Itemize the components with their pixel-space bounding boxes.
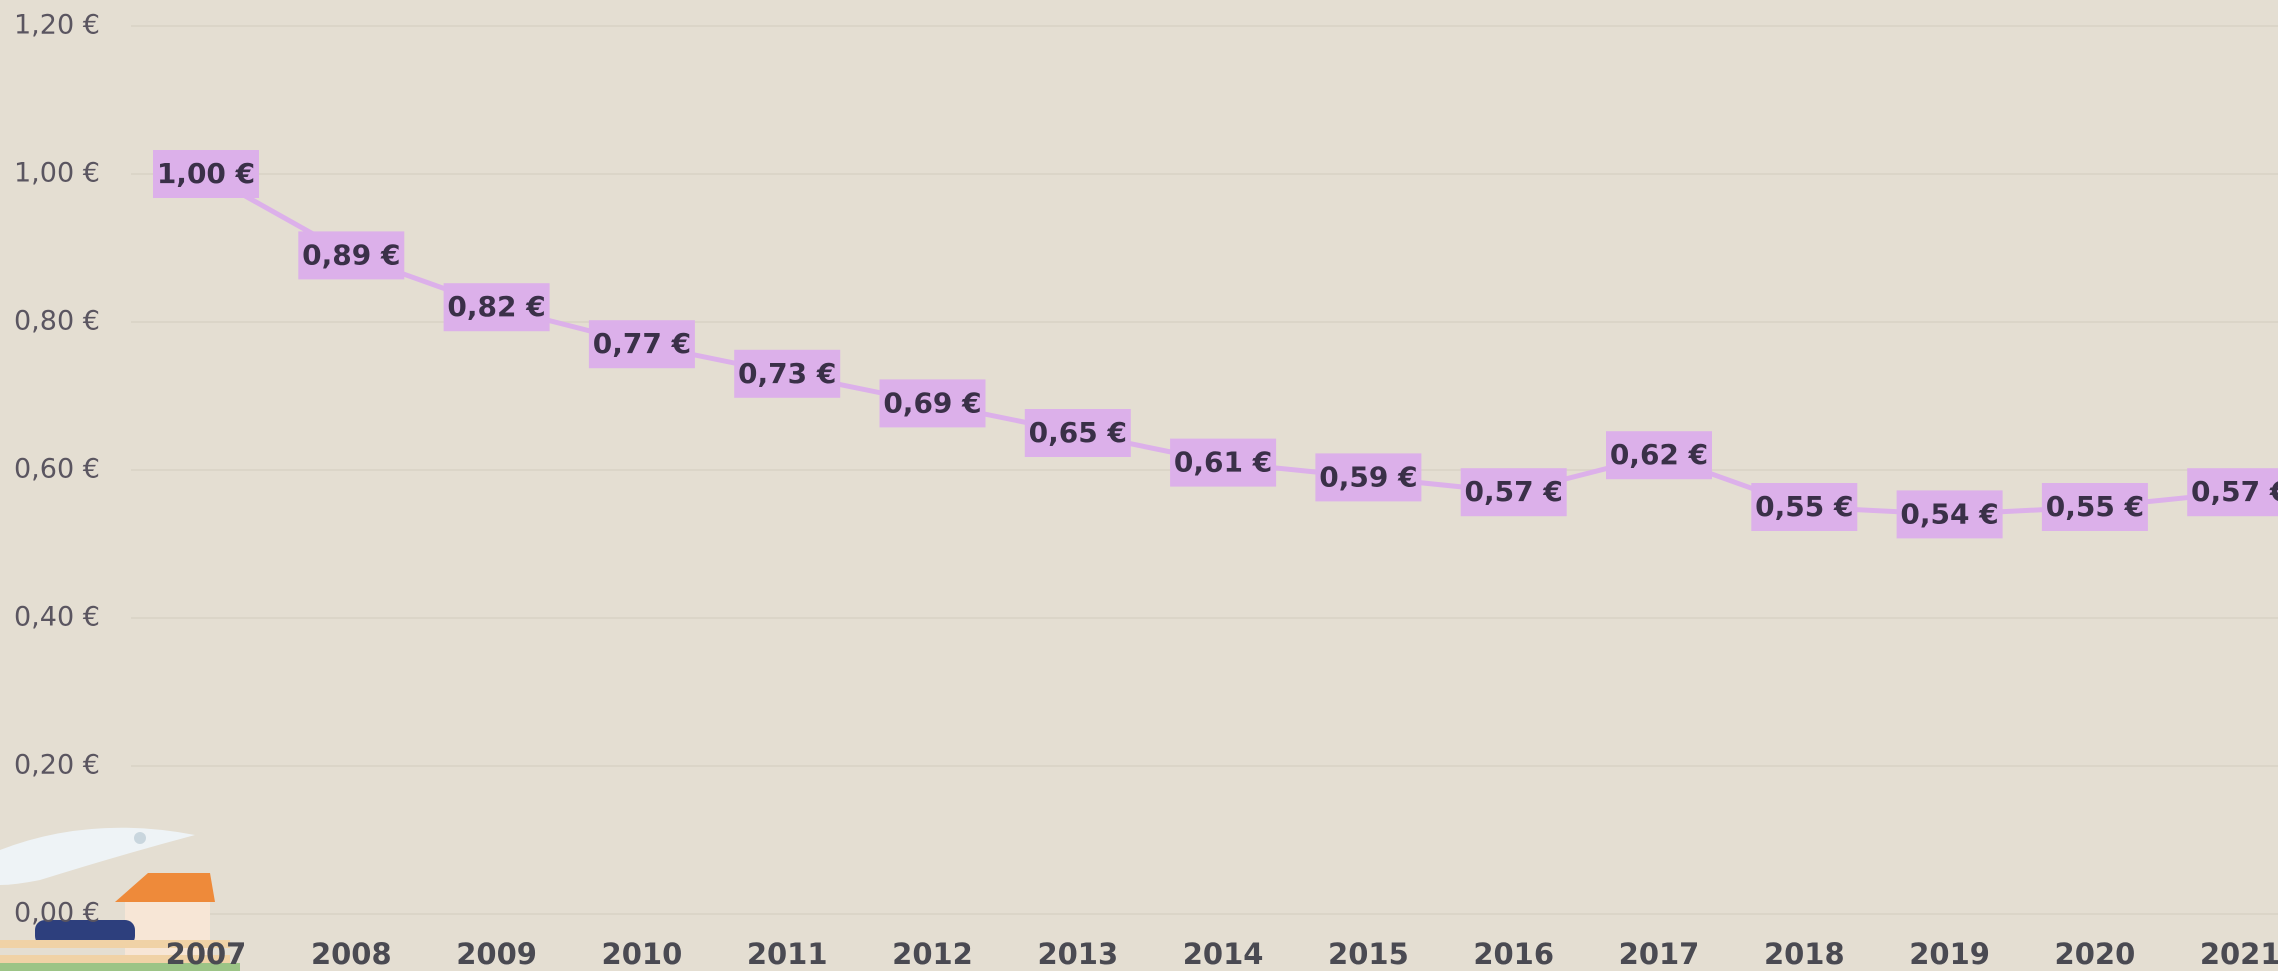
x-tick-label: 2018 [1764,937,1845,971]
data-label: 0,89 € [298,231,405,280]
value-label: 0,61 € [1174,446,1272,479]
value-label: 0,82 € [447,290,545,323]
label-box [298,231,405,280]
y-tick-label: 1,00 € [14,158,100,189]
x-tick-label: 2007 [166,937,247,971]
y-tick-label: 0,40 € [14,602,100,633]
label-box [734,349,841,398]
x-tick-label: 2009 [456,937,537,971]
value-label: 0,69 € [883,386,981,419]
data-label: 0,65 € [1024,409,1131,457]
value-label: 0,59 € [1319,460,1417,493]
label-box [1170,438,1277,487]
data-label: 0,59 € [1315,453,1422,502]
x-tick-label: 2008 [311,937,392,971]
illustration [0,827,240,971]
x-tick-label: 2012 [892,937,973,971]
x-tick-label: 2013 [1037,937,1118,971]
value-label: 0,62 € [1610,438,1708,471]
y-tick-label: 0,80 € [14,306,100,337]
x-tick-label: 2020 [2055,937,2136,971]
label-box [879,379,986,428]
x-tick-label: 2017 [1619,937,1700,971]
label-box [443,283,550,332]
y-tick-label: 0,20 € [14,750,100,781]
value-label: 0,55 € [2046,490,2144,523]
label-box [1751,483,1858,531]
value-label: 0,65 € [1029,416,1127,449]
x-tick-label: 2021 [2200,937,2278,971]
label-box [153,150,259,198]
y-tick-label: 0,60 € [14,454,100,485]
value-label: 0,89 € [302,238,400,271]
label-box [2187,468,2278,517]
x-tick-label: 2011 [747,937,828,971]
data-label: 0,55 € [1751,483,1858,531]
value-label: 0,55 € [1755,490,1853,523]
data-label: 0,54 € [1896,490,2003,539]
data-label: 0,82 € [443,283,550,332]
y-tick-label: 1,20 € [14,10,100,41]
x-tick-label: 2010 [602,937,683,971]
label-box [1024,409,1131,457]
value-label: 0,77 € [593,327,691,360]
data-label: 0,61 € [1170,438,1277,487]
x-tick-label: 2019 [1909,937,1990,971]
data-label: 1,00 € [153,150,259,198]
data-label: 0,73 € [734,349,841,398]
data-label: 0,77 € [588,320,695,369]
data-label: 0,57 € [1460,468,1567,517]
x-tick-label: 2015 [1328,937,1409,971]
label-box [588,320,695,369]
label-box [1460,468,1567,517]
y-tick-label: 0,00 € [14,898,100,929]
label-box [1315,453,1422,502]
value-label: 0,57 € [1465,475,1563,508]
label-box [1606,431,1712,480]
label-box [2041,483,2148,531]
value-label: 0,54 € [1900,497,1998,530]
data-label: 0,55 € [2041,483,2148,531]
data-label: 0,69 € [879,379,986,428]
value-label: 1,00 € [157,157,255,190]
value-label: 0,57 € [2191,475,2278,508]
value-label: 0,73 € [738,357,836,390]
data-label: 0,62 € [1606,431,1712,480]
x-tick-label: 2014 [1183,937,1264,971]
x-tick-label: 2016 [1473,937,1554,971]
data-label: 0,57 € [2187,468,2278,517]
label-box [1896,490,2003,539]
